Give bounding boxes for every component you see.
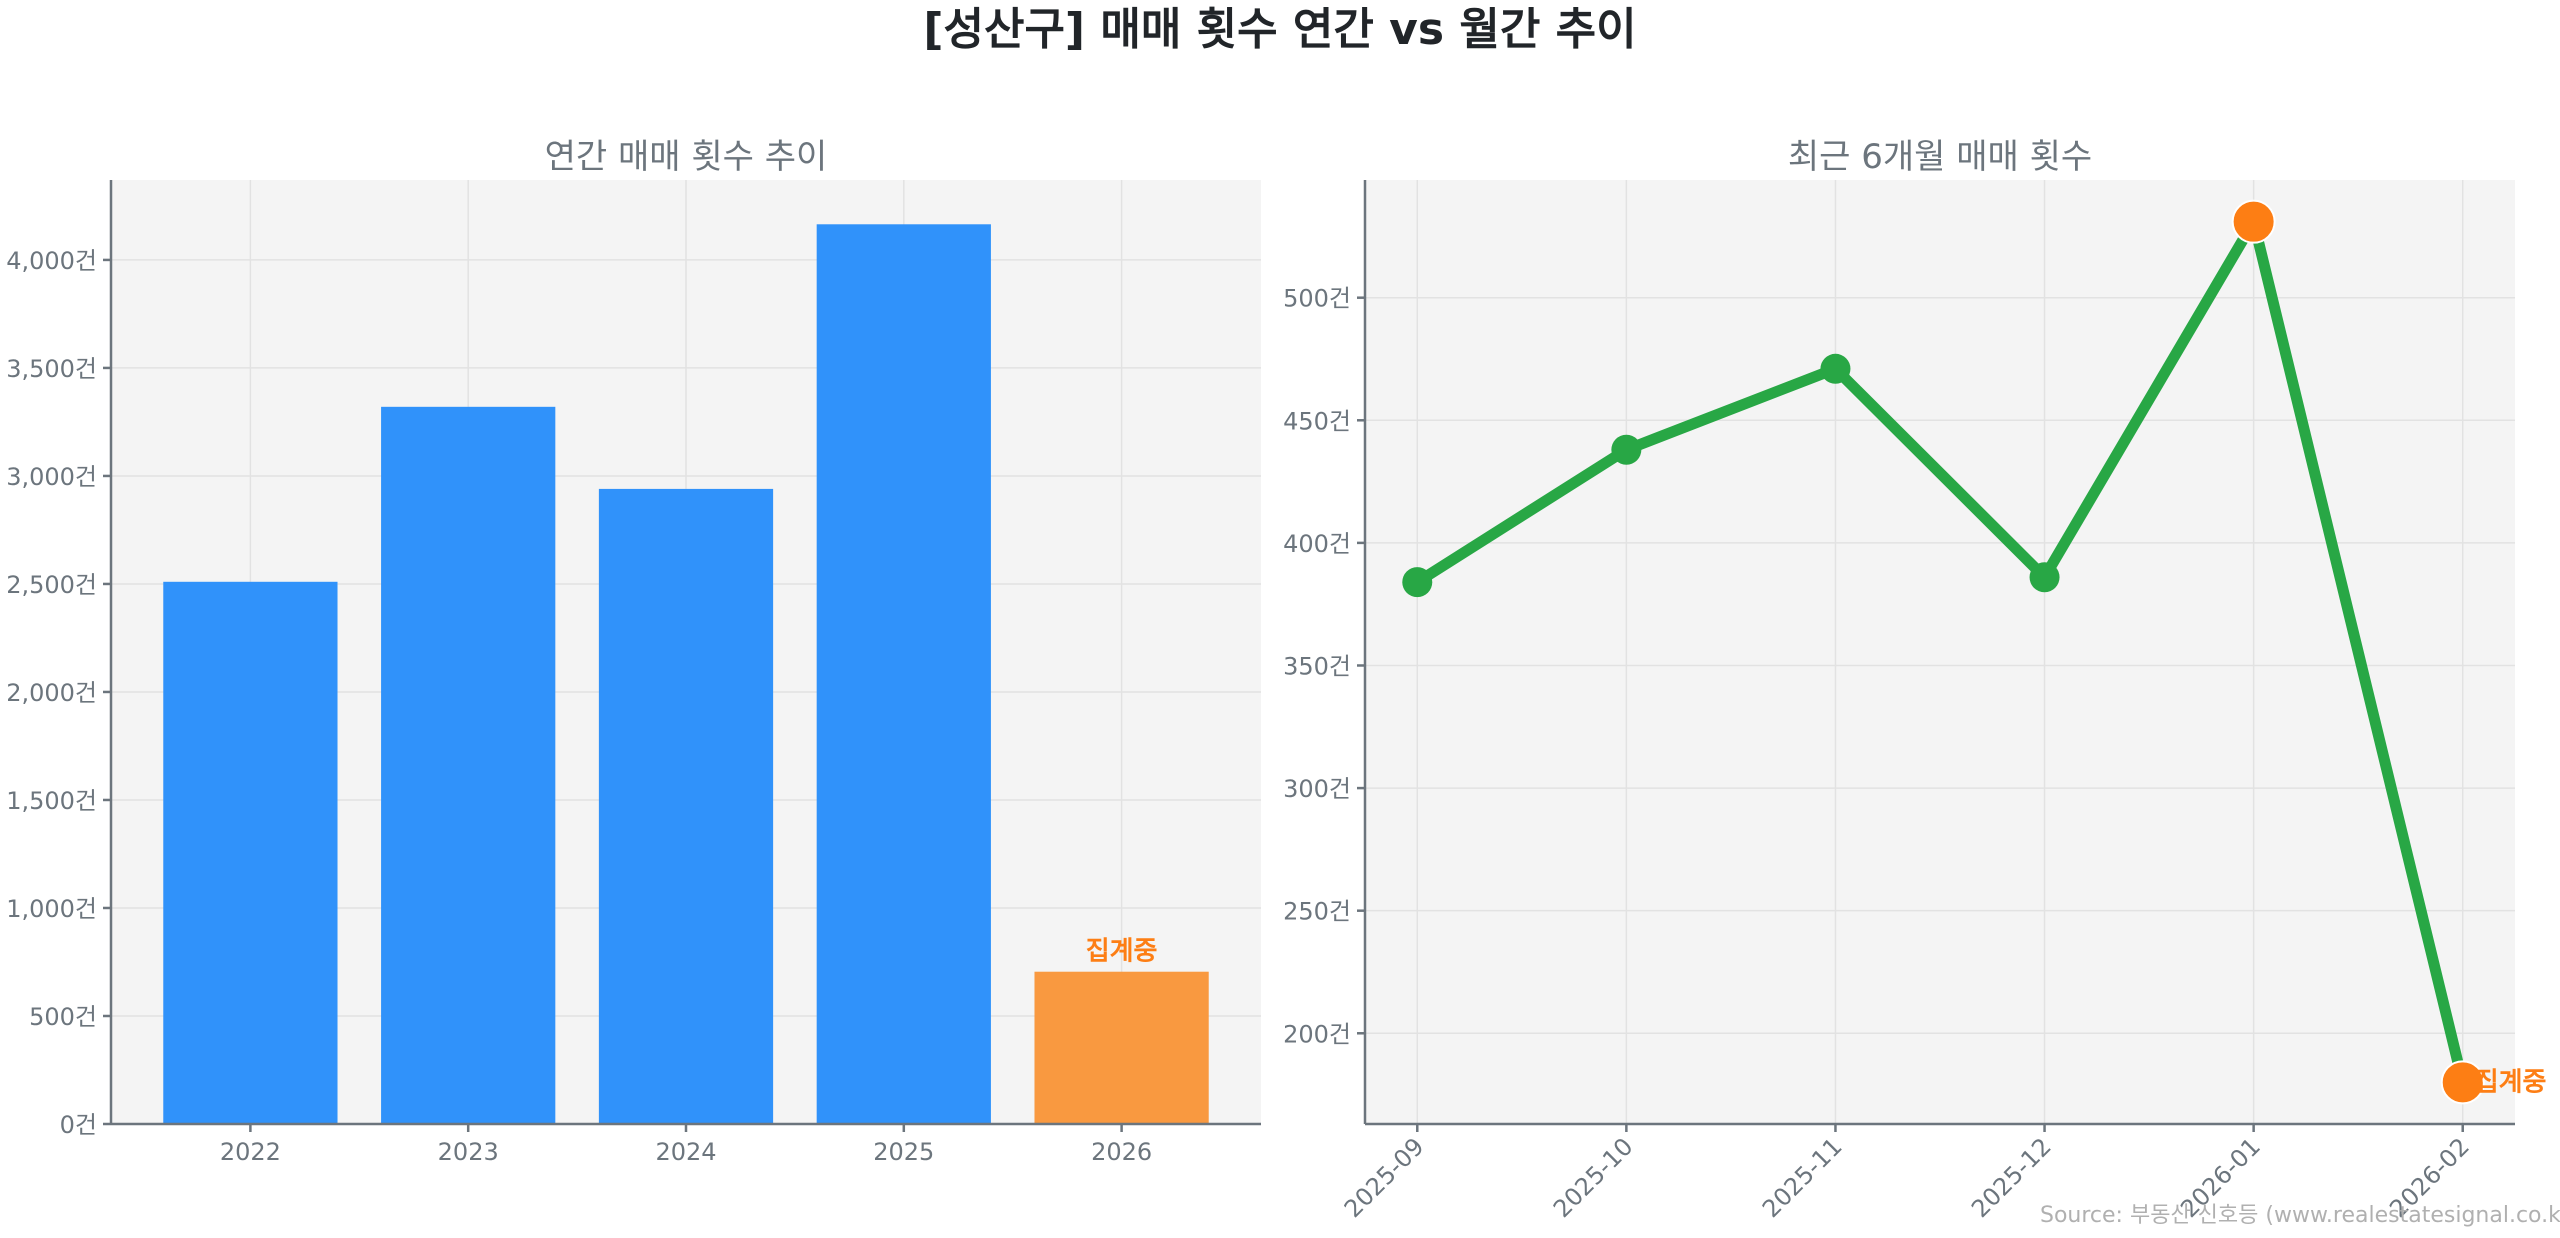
y-tick-label: 500건	[29, 1003, 97, 1031]
main-title: [성산구] 매매 횟수 연간 vs 월간 추이	[923, 4, 1636, 55]
monthly-line-chart: 최근 6개월 매매 횟수 200건 250건 300건 350건 400건 450건 500…	[1283, 137, 2546, 1223]
y-tick-label: 500건	[1283, 285, 1351, 313]
y-tick-label: 300건	[1283, 775, 1351, 803]
bar-2023	[381, 406, 556, 1124]
series-line	[1414, 216, 2469, 1084]
x-tick-label: 2026	[1091, 1138, 1152, 1166]
y-tick-label: 1,500건	[6, 787, 97, 815]
bar-2025	[816, 224, 991, 1124]
x-tick-label: 2025-11	[1757, 1132, 1848, 1223]
y-tick-label: 3,000건	[6, 463, 97, 491]
source-note: Source: 부동산 신호등 (www.realestatesignal.co…	[2040, 1203, 2560, 1228]
y-tick-label: 450건	[1283, 407, 1351, 435]
x-tick-label: 2025-10	[1548, 1132, 1639, 1223]
x-tick-label: 2025-09	[1339, 1132, 1430, 1223]
partial-annotation: 집계중	[2475, 1067, 2547, 1097]
y-tick-label: 350건	[1283, 652, 1351, 680]
x-tick-label: 2024	[655, 1138, 716, 1166]
point-2025-09	[1402, 567, 1433, 598]
partial-annotation: 집계중	[1086, 937, 1158, 967]
y-tick-label: 3,500건	[6, 355, 97, 383]
y-tick-label: 2,000건	[6, 679, 97, 707]
y-tick-label: 400건	[1283, 530, 1351, 558]
monthly-chart-title: 최근 6개월 매매 횟수	[1788, 137, 2092, 177]
point-2025-10	[1611, 434, 1642, 465]
x-tick-label: 2025	[873, 1138, 934, 1166]
y-tick-label: 0건	[60, 1111, 97, 1139]
x-tick-label: 2023	[438, 1138, 499, 1166]
point-2025-12	[2029, 562, 2060, 593]
point-2026-01	[2231, 199, 2276, 244]
y-tick-label: 4,000건	[6, 247, 97, 275]
annual-chart-title: 연간 매매 횟수 추이	[545, 137, 828, 177]
bar-2026	[1034, 971, 1209, 1124]
point-2026-02	[2440, 1060, 2485, 1105]
x-tick-label: 2022	[220, 1138, 281, 1166]
point-2025-11	[1820, 353, 1851, 384]
y-tick-label: 2,500건	[6, 571, 97, 599]
bar-2022	[163, 581, 338, 1124]
annual-bar-chart: 연간 매매 횟수 추이 0건 500건 1,000건 1,500건 2,000건 2,50…	[6, 137, 1261, 1166]
plot-area	[1365, 180, 2515, 1124]
y-tick-label: 250건	[1283, 898, 1351, 926]
y-tick-label: 200건	[1283, 1020, 1351, 1048]
y-tick-label: 1,000건	[6, 895, 97, 923]
bar-2024	[598, 488, 774, 1124]
